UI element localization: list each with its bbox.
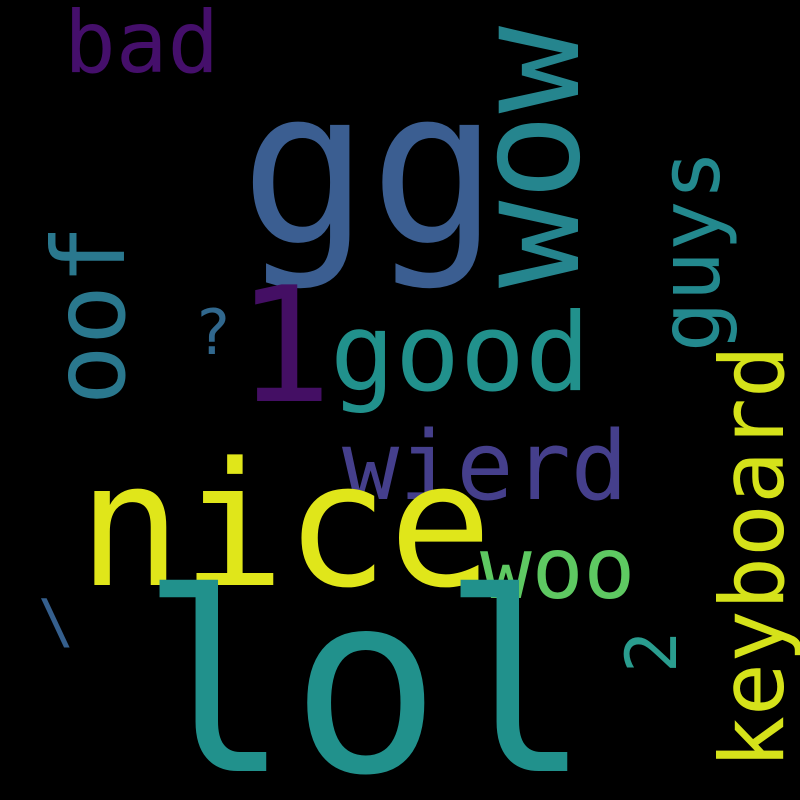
word-woo: woo [480, 519, 636, 619]
word-good: good [330, 291, 591, 416]
word-gg: gg [240, 42, 499, 293]
word-oof: oof [31, 224, 148, 406]
word-wow: wow [443, 26, 613, 288]
word-wierd: wierd [342, 412, 628, 522]
word-2: 2 [611, 630, 693, 674]
word-question-mark: ? [194, 296, 232, 369]
word-1: 1 [236, 252, 333, 439]
word-lol: lol [140, 539, 592, 800]
word-nice: nice [78, 425, 493, 626]
word-backslash: \ [38, 587, 75, 657]
word-guys: guys [641, 149, 739, 353]
word-bad: bad [64, 0, 220, 93]
word-keyboard: keyboard [701, 345, 800, 769]
